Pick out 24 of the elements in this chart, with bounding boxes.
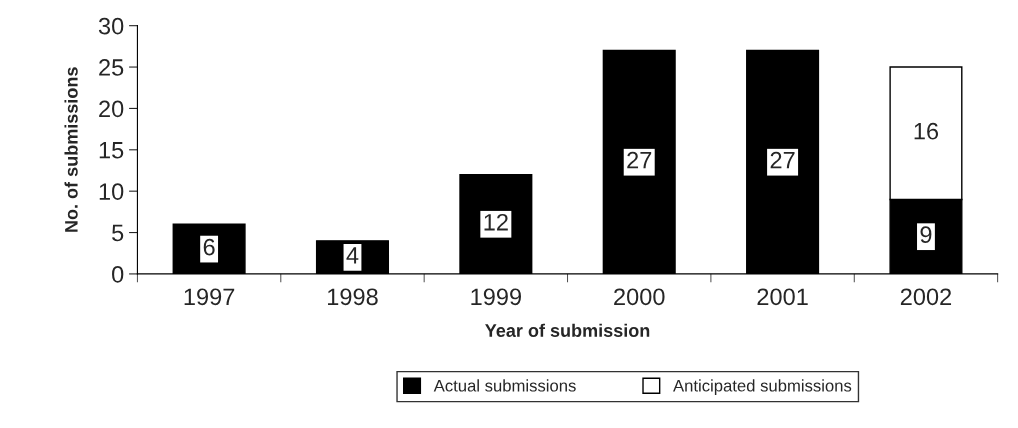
data-label: 4 bbox=[346, 247, 359, 264]
data-label: 27 bbox=[627, 151, 652, 169]
y-tick-label: 25 bbox=[99, 59, 124, 76]
y-tick-label: 20 bbox=[99, 100, 124, 118]
y-tick-label: 30 bbox=[98, 17, 124, 35]
x-tick-label: 1997 bbox=[184, 288, 235, 306]
y-tick-label: 5 bbox=[112, 224, 124, 242]
data-label: 9 bbox=[920, 226, 932, 244]
x-tick-label: 2002 bbox=[900, 288, 952, 306]
y-axis-title: No. of submissions bbox=[64, 67, 78, 232]
y-tick-label: 10 bbox=[99, 183, 124, 200]
x-tick-label: 2000 bbox=[614, 288, 665, 306]
legend-label: Actual submissions bbox=[433, 379, 576, 392]
data-label: 16 bbox=[914, 122, 939, 140]
data-label: 6 bbox=[203, 238, 215, 256]
y-tick-label: 15 bbox=[99, 142, 124, 159]
y-tick-label: 0 bbox=[112, 265, 124, 283]
x-axis-title: Year of submission bbox=[485, 323, 650, 337]
x-tick-label: 1999 bbox=[471, 288, 521, 306]
x-tick-label: 1998 bbox=[328, 288, 378, 306]
data-label: 27 bbox=[770, 151, 795, 169]
legend-label: Anticipated submissions bbox=[673, 379, 852, 395]
data-label: 12 bbox=[484, 213, 508, 231]
x-tick-label: 2001 bbox=[757, 288, 808, 306]
